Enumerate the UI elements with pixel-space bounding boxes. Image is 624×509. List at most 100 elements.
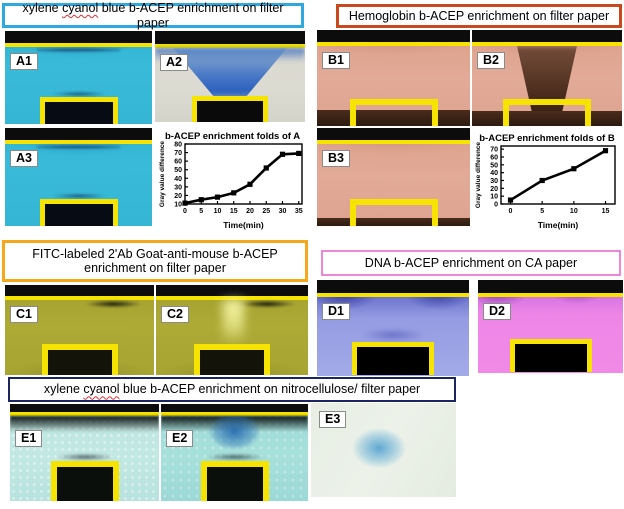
svg-text:60: 60 — [174, 159, 182, 166]
section-b-title: Hemoglobin b-ACEP enrichment on filter p… — [336, 4, 622, 28]
panel-label-a2: A2 — [160, 54, 188, 71]
yellow-marker-line — [472, 42, 622, 46]
dye-smudge — [48, 193, 109, 199]
svg-text:70: 70 — [490, 147, 498, 154]
yellow-marker-line — [10, 412, 159, 416]
collection-zone-marker — [352, 342, 434, 375]
electrode-bar-top — [472, 30, 622, 42]
collection-zone-marker — [50, 461, 119, 501]
collection-zone-marker — [200, 461, 269, 501]
svg-text:15: 15 — [230, 208, 238, 215]
dye-smudge — [37, 47, 120, 53]
panel-label-c1: C1 — [10, 306, 38, 323]
yellow-marker-line — [161, 412, 308, 416]
panel-label-b3: B3 — [322, 150, 350, 167]
svg-text:35: 35 — [295, 208, 303, 215]
panel-label-e3: E3 — [319, 411, 347, 428]
panel-label-d1: D1 — [322, 303, 350, 320]
svg-text:40: 40 — [174, 176, 182, 183]
svg-text:10: 10 — [570, 208, 578, 215]
panel-label-a3: A3 — [10, 150, 38, 167]
electrode-shadow — [10, 416, 159, 432]
panel-b1-image: B1 — [317, 30, 470, 126]
panel-b3-image: B3 — [317, 128, 470, 226]
dye-smudge — [202, 453, 267, 461]
panel-label-c2: C2 — [161, 306, 189, 323]
section-b-title-text: Hemoglobin b-ACEP enrichment on filter p… — [348, 8, 610, 23]
svg-text:0: 0 — [509, 208, 513, 215]
svg-text:Time(min): Time(min) — [223, 220, 264, 230]
svg-text:50: 50 — [490, 162, 498, 169]
panel-e3-image: E3 — [311, 403, 456, 497]
section-d-title-text: DNA b-ACEP enrichment on CA paper — [364, 255, 578, 270]
section-c-title-line2: enrichment on filter paper — [84, 261, 226, 275]
svg-text:10: 10 — [214, 208, 222, 215]
electrode-bar-top — [317, 280, 469, 293]
ink-smudge — [85, 300, 143, 308]
electrode-bar-top — [317, 30, 470, 42]
yellow-marker-line — [317, 293, 469, 297]
panel-c1-image: C1 — [5, 285, 154, 375]
panel-label-d2: D2 — [483, 303, 511, 320]
collection-zone-marker — [349, 199, 438, 226]
panel-d2-image: D2 — [478, 280, 623, 373]
yellow-marker-line — [478, 293, 623, 297]
svg-text:20: 20 — [174, 193, 182, 200]
section-d-title: DNA b-ACEP enrichment on CA paper — [321, 250, 621, 276]
yellow-marker-line — [156, 296, 308, 300]
svg-text:60: 60 — [490, 154, 498, 161]
electrode-bar-top — [5, 285, 154, 296]
collection-zone-marker — [39, 199, 118, 226]
panel-label-a1: A1 — [10, 53, 38, 70]
svg-text:50: 50 — [174, 167, 182, 174]
svg-text:30: 30 — [490, 178, 498, 185]
svg-text:70: 70 — [174, 150, 182, 157]
dna-smudge — [358, 328, 428, 342]
electrode-bar-top — [161, 404, 308, 412]
dye-smudge — [52, 453, 117, 461]
panel-e1-image: E1 — [10, 404, 159, 501]
yellow-marker-line — [155, 44, 305, 48]
panel-c2-image: C2 — [156, 285, 308, 375]
collection-zone-marker — [349, 99, 438, 126]
svg-text:5: 5 — [540, 208, 544, 215]
electrode-bar-top — [5, 128, 152, 140]
electrode-bar-bottom — [317, 218, 470, 226]
panel-a1-image: A1 — [5, 31, 152, 124]
panel-label-b2: B2 — [477, 52, 505, 69]
section-a-title: xylene cyanol blue b-ACEP enrichment on … — [2, 1, 304, 30]
electrode-bar-bottom — [472, 111, 622, 126]
panel-label-e1: E1 — [15, 430, 43, 447]
electrode-bar-top — [317, 128, 470, 140]
electrode-bar-top — [155, 31, 305, 44]
section-a-title-text: xylene cyanol blue b-ACEP enrichment on … — [22, 1, 284, 30]
yellow-marker-line — [5, 296, 154, 300]
svg-text:20: 20 — [246, 208, 254, 215]
svg-text:30: 30 — [279, 208, 287, 215]
svg-text:Time(min): Time(min) — [538, 220, 579, 230]
svg-text:0: 0 — [494, 202, 498, 209]
svg-text:25: 25 — [262, 208, 270, 215]
svg-text:b-ACEP enrichment folds of A: b-ACEP enrichment folds of A — [165, 131, 300, 142]
svg-text:Gray value difference: Gray value difference — [475, 142, 482, 208]
svg-text:20: 20 — [490, 186, 498, 193]
panel-a3-image: A3 — [5, 128, 152, 226]
svg-text:15: 15 — [602, 208, 610, 215]
dye-smudge — [48, 91, 109, 97]
yellow-marker-line — [5, 140, 152, 144]
panel-label-b1: B1 — [322, 52, 350, 69]
panel-label-e2: E2 — [166, 430, 194, 447]
collection-zone-marker — [39, 97, 118, 124]
electrode-bar-top — [478, 280, 623, 293]
ink-smudge — [238, 300, 296, 308]
yellow-marker-line — [317, 42, 470, 46]
electrode-bar-top — [5, 31, 152, 43]
panel-a2-image: A2 — [155, 31, 305, 122]
svg-text:80: 80 — [174, 142, 182, 149]
svg-text:5: 5 — [199, 208, 203, 215]
collection-zone-marker — [509, 339, 592, 372]
yellow-marker-line — [5, 43, 152, 47]
